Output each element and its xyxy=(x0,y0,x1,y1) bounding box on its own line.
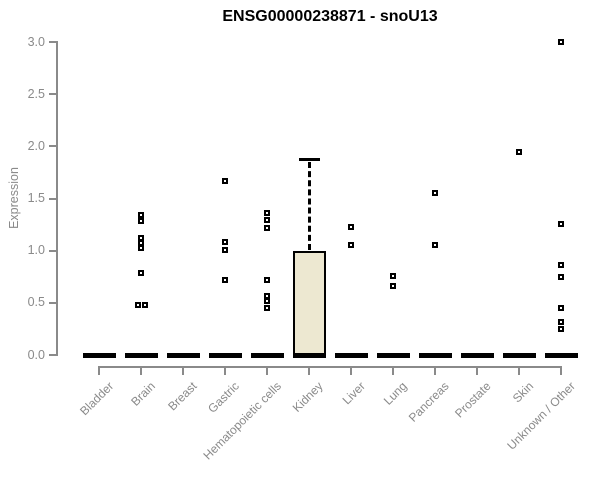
outlier-point xyxy=(390,272,396,279)
y-axis-line xyxy=(56,41,58,356)
outlier-point xyxy=(264,217,270,224)
median-bar xyxy=(376,352,410,358)
outlier-point xyxy=(432,190,438,197)
outlier-point xyxy=(348,242,354,249)
x-category-label: Prostate xyxy=(452,379,494,421)
outlier-point xyxy=(264,224,270,231)
outlier-point xyxy=(138,244,144,251)
y-tick-label: 0.0 xyxy=(27,347,45,362)
outlier-point xyxy=(222,177,228,184)
outlier-point xyxy=(558,262,564,269)
y-tick-label: 2.0 xyxy=(27,138,45,153)
x-category-label: Pancreas xyxy=(406,379,452,425)
outlier-point xyxy=(222,246,228,253)
outlier-point xyxy=(138,212,144,219)
outlier-point xyxy=(141,301,148,308)
outlier-point xyxy=(558,220,564,227)
y-tick xyxy=(49,41,56,43)
outlier-point xyxy=(516,148,522,155)
median-bar xyxy=(418,352,452,358)
box xyxy=(292,250,326,358)
x-category-label: Liver xyxy=(339,379,368,408)
x-category-label: Skin xyxy=(509,379,536,406)
outlier-point xyxy=(264,276,270,283)
outlier-point xyxy=(222,239,228,246)
outlier-point xyxy=(348,223,354,230)
x-tick xyxy=(560,368,562,375)
x-category-label: Lung xyxy=(381,379,410,408)
chart-title: ENSG00000238871 - snoU13 xyxy=(222,8,438,25)
y-tick xyxy=(49,249,56,252)
outlier-point xyxy=(558,305,564,312)
y-tick xyxy=(49,197,56,200)
x-tick xyxy=(266,368,268,375)
median-bar xyxy=(166,352,200,358)
outlier-point xyxy=(222,276,228,283)
outlier-point xyxy=(138,218,144,225)
median-bar xyxy=(544,352,578,358)
x-category-label: Gastric xyxy=(205,379,242,416)
median-bar xyxy=(292,352,326,358)
outlier-point xyxy=(264,305,270,312)
outlier-point xyxy=(558,325,564,332)
outlier-point xyxy=(432,242,438,249)
median-bar xyxy=(250,352,284,358)
x-tick xyxy=(182,368,184,375)
outlier-point xyxy=(264,297,270,304)
x-tick xyxy=(140,368,142,375)
whisker-cap xyxy=(298,158,320,162)
x-tick xyxy=(350,368,352,375)
y-tick-label: 1.0 xyxy=(27,243,45,258)
y-tick-label: 1.5 xyxy=(27,191,45,205)
outlier-point xyxy=(558,39,564,45)
y-tick-label: 2.5 xyxy=(27,86,45,101)
outlier-point xyxy=(264,292,270,299)
outlier-point xyxy=(558,318,564,325)
outlier-point xyxy=(134,301,141,308)
median-bar xyxy=(208,352,242,358)
x-tick xyxy=(434,368,436,375)
x-category-label: Hematopoietic cells xyxy=(200,379,284,463)
y-tick xyxy=(49,354,56,356)
x-category-label: Breast xyxy=(165,379,200,414)
outlier-point xyxy=(390,283,396,290)
x-tick xyxy=(98,368,100,375)
y-tick xyxy=(49,93,56,96)
x-tick xyxy=(518,368,520,375)
y-tick xyxy=(49,145,56,148)
outlier-point xyxy=(264,210,270,217)
y-tick xyxy=(49,301,56,304)
x-tick xyxy=(224,368,226,375)
outlier-point xyxy=(558,273,564,280)
median-bar xyxy=(334,352,368,358)
whisker-line xyxy=(307,161,311,250)
x-category-label: Brain xyxy=(128,379,158,409)
outlier-point xyxy=(138,235,144,242)
x-axis-line xyxy=(98,366,562,368)
median-bar xyxy=(460,352,494,358)
x-category-label: Bladder xyxy=(76,379,116,419)
x-category-label: Kidney xyxy=(290,379,326,415)
x-tick xyxy=(476,368,478,375)
median-bar xyxy=(124,352,158,358)
y-tick-label: 3.0 xyxy=(27,34,45,49)
median-bar xyxy=(82,352,116,358)
x-tick xyxy=(392,368,394,375)
x-tick xyxy=(308,368,310,375)
outlier-point xyxy=(138,269,144,276)
median-bar xyxy=(502,352,536,358)
y-tick-label: 0.5 xyxy=(27,295,45,310)
